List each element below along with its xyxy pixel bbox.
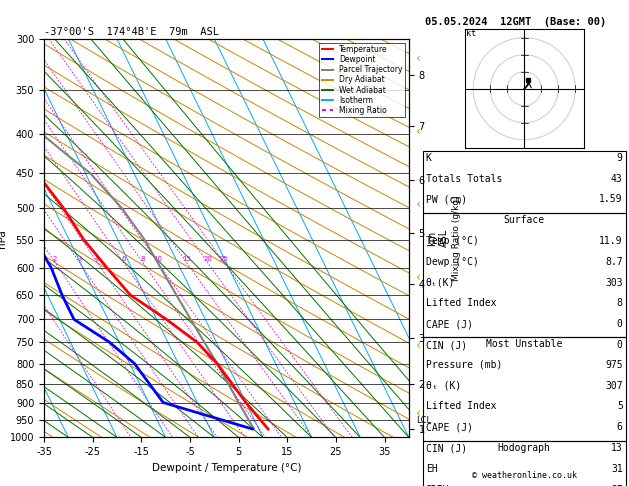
X-axis label: Dewpoint / Temperature (°C): Dewpoint / Temperature (°C): [152, 463, 301, 473]
Text: K: K: [426, 153, 431, 163]
Text: 975: 975: [605, 360, 623, 370]
Text: Lifted Index: Lifted Index: [426, 401, 496, 412]
Text: 6: 6: [121, 257, 126, 262]
Text: 05.05.2024  12GMT  (Base: 00): 05.05.2024 12GMT (Base: 00): [425, 17, 606, 27]
Text: 2: 2: [53, 257, 57, 262]
Text: LCL: LCL: [416, 416, 431, 425]
Text: 25: 25: [220, 257, 228, 262]
Text: CIN (J): CIN (J): [426, 340, 467, 350]
Text: 0: 0: [617, 319, 623, 330]
Text: 20: 20: [203, 257, 212, 262]
Text: 303: 303: [605, 278, 623, 288]
Text: 9: 9: [617, 153, 623, 163]
Text: ‹: ‹: [416, 198, 421, 210]
Text: 8: 8: [140, 257, 145, 262]
Text: Mixing Ratio (g/kg): Mixing Ratio (g/kg): [452, 195, 461, 281]
Text: θₜ(K): θₜ(K): [426, 278, 455, 288]
Text: ‹: ‹: [416, 407, 421, 419]
Text: CAPE (J): CAPE (J): [426, 422, 473, 433]
Text: 1.59: 1.59: [599, 194, 623, 205]
Text: kt: kt: [465, 29, 476, 38]
Text: 4: 4: [95, 257, 99, 262]
Text: 5: 5: [617, 401, 623, 412]
Text: 0: 0: [617, 340, 623, 350]
Text: ‹: ‹: [416, 52, 421, 65]
Text: Hodograph: Hodograph: [498, 443, 551, 453]
Text: SREH: SREH: [426, 485, 449, 486]
Text: 307: 307: [605, 381, 623, 391]
Text: 8: 8: [617, 298, 623, 309]
Text: ‹: ‹: [416, 125, 421, 138]
Text: 3: 3: [77, 257, 82, 262]
Text: 15: 15: [182, 257, 191, 262]
Text: 31: 31: [611, 464, 623, 474]
Text: 43: 43: [611, 174, 623, 184]
Text: 10: 10: [153, 257, 162, 262]
Text: 6: 6: [617, 422, 623, 433]
Text: θₜ (K): θₜ (K): [426, 381, 461, 391]
Text: CAPE (J): CAPE (J): [426, 319, 473, 330]
Text: Most Unstable: Most Unstable: [486, 339, 562, 349]
Text: ‹: ‹: [416, 339, 421, 351]
Text: 27: 27: [611, 485, 623, 486]
Text: Surface: Surface: [504, 215, 545, 225]
Text: ‹: ‹: [416, 271, 421, 283]
Text: 11.9: 11.9: [599, 236, 623, 246]
Text: Lifted Index: Lifted Index: [426, 298, 496, 309]
Text: EH: EH: [426, 464, 438, 474]
Text: PW (cm): PW (cm): [426, 194, 467, 205]
Text: CIN (J): CIN (J): [426, 443, 467, 453]
Text: © weatheronline.co.uk: © weatheronline.co.uk: [472, 471, 577, 480]
Text: 8.7: 8.7: [605, 257, 623, 267]
Text: Temp (°C): Temp (°C): [426, 236, 479, 246]
Y-axis label: km
ASL: km ASL: [428, 229, 449, 247]
Y-axis label: hPa: hPa: [0, 229, 7, 247]
Text: 13: 13: [611, 443, 623, 453]
Legend: Temperature, Dewpoint, Parcel Trajectory, Dry Adiabat, Wet Adiabat, Isotherm, Mi: Temperature, Dewpoint, Parcel Trajectory…: [320, 43, 405, 117]
Text: Totals Totals: Totals Totals: [426, 174, 502, 184]
Text: -37°00'S  174°4B'E  79m  ASL: -37°00'S 174°4B'E 79m ASL: [44, 27, 219, 37]
Text: Dewp (°C): Dewp (°C): [426, 257, 479, 267]
Text: Pressure (mb): Pressure (mb): [426, 360, 502, 370]
